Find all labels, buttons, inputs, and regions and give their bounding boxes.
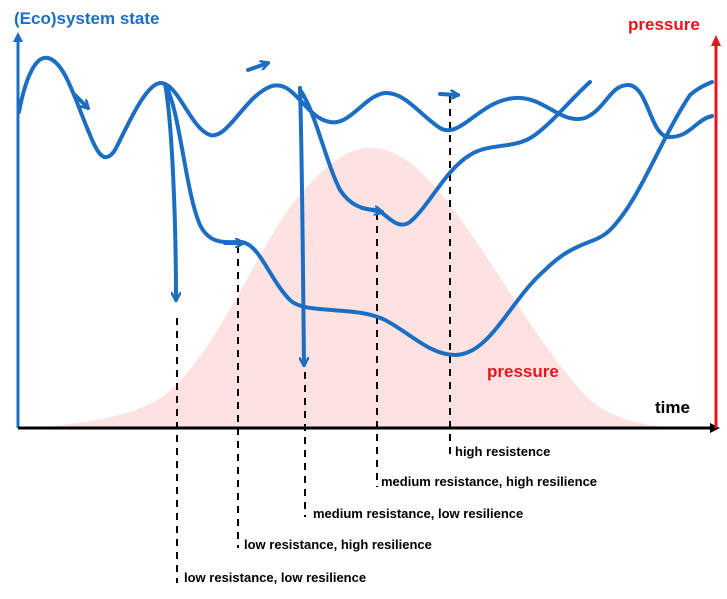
label-low-resistance-low-resilience: low resistance, low resilience xyxy=(184,570,367,585)
pressure-axis-label: pressure xyxy=(628,15,700,34)
label-medium-resistance-low-resilience: medium resistance, low resilience xyxy=(313,506,524,521)
trajectory-low-resistance-low-resilience xyxy=(163,82,176,300)
label-medium-resistance-high-resilience: medium resistance, high resilience xyxy=(381,474,598,489)
trajectory-medium-high-recovery xyxy=(376,80,592,227)
trajectory-low-high-recovery xyxy=(240,80,714,357)
trajectory-medium-resistance-low-resilience xyxy=(298,86,304,365)
pressure-area xyxy=(40,148,700,428)
trajectory-low-resistance-high-resilience xyxy=(163,82,242,245)
arrow-main-2 xyxy=(246,63,268,72)
pressure-curve-label: pressure xyxy=(487,362,559,381)
trajectory-main xyxy=(17,55,714,160)
x-axis-label: time xyxy=(655,398,690,417)
label-high-resistance: high resistence xyxy=(455,444,551,459)
y-axis-label: (Eco)system state xyxy=(14,9,160,28)
arrow-main-1 xyxy=(73,93,88,108)
y-axis-arrow-icon xyxy=(13,32,23,42)
pressure-axis-arrow-icon xyxy=(711,35,721,46)
label-low-resistance-high-resilience: low resistance, high resilience xyxy=(244,537,432,552)
arrow-main-3 xyxy=(438,94,458,95)
